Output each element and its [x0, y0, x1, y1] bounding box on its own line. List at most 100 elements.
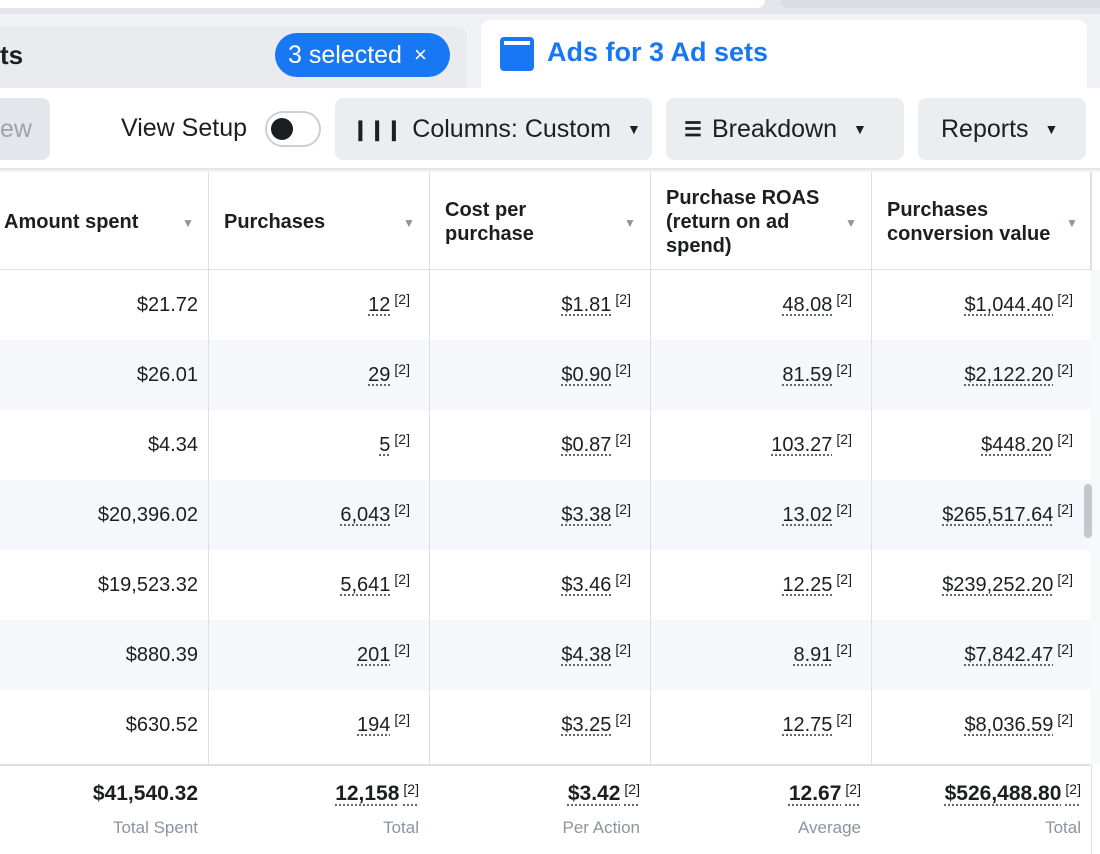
- cell-roas: 103.27 [2]: [651, 410, 852, 480]
- total-label: Per Action: [562, 818, 641, 837]
- sort-caret-icon[interactable]: ▼: [624, 216, 636, 230]
- cell-value[interactable]: $1.81: [561, 293, 612, 316]
- footnote: [2]: [845, 781, 861, 797]
- ad-icon: [500, 37, 534, 71]
- cell-value[interactable]: $7,842.47: [964, 643, 1054, 666]
- scrollbar-track[interactable]: [1090, 270, 1100, 764]
- view-setup-toggle[interactable]: [265, 111, 321, 147]
- cell-value[interactable]: 13.02: [782, 503, 833, 526]
- footnote: [2]: [1057, 291, 1073, 307]
- column-header-conversion-value[interactable]: Purchases conversion value ▼: [872, 172, 1091, 270]
- cell-value[interactable]: 201: [357, 643, 391, 666]
- footnote: [2]: [1057, 571, 1073, 587]
- top-strip: [0, 0, 1100, 14]
- cell-cost-per-purchase: $0.87 [2]: [430, 410, 631, 480]
- cell-roas: 81.59 [2]: [651, 340, 852, 410]
- footnote: [2]: [615, 431, 631, 447]
- column-header-amount-spent[interactable]: Amount spent ▼: [0, 172, 209, 270]
- cell-value[interactable]: 194: [357, 713, 391, 736]
- reports-button[interactable]: Reports ▼: [918, 98, 1086, 160]
- cell-value[interactable]: 29: [368, 363, 391, 386]
- cell-value[interactable]: $265,517.64: [942, 503, 1054, 526]
- cell-value[interactable]: $8,036.59: [964, 713, 1054, 736]
- footnote: [2]: [1065, 781, 1081, 797]
- view-button[interactable]: ew: [0, 98, 50, 160]
- caret-down-icon: ▼: [626, 121, 641, 137]
- cell-cost-per-purchase: $3.25 [2]: [430, 690, 631, 760]
- footnote: [2]: [615, 641, 631, 657]
- scrollbar-thumb[interactable]: [1084, 484, 1092, 538]
- cell-amount-spent: $4.34: [0, 410, 198, 480]
- cell-value[interactable]: 103.27: [771, 433, 833, 456]
- cell-value[interactable]: $0.87: [561, 433, 612, 456]
- cell-value[interactable]: $0.90: [561, 363, 612, 386]
- column-header-cost-per-purchase[interactable]: Cost per purchase ▼: [430, 172, 651, 270]
- footnote: [2]: [394, 711, 410, 727]
- cell-value: $21.72: [136, 293, 198, 316]
- total-value[interactable]: $3.42 [2]: [567, 781, 640, 805]
- cell-amount-spent: $21.72: [0, 270, 198, 340]
- footnote: [2]: [394, 641, 410, 657]
- breakdown-icon: ☰: [684, 118, 702, 141]
- footnote: [2]: [394, 291, 410, 307]
- ads-tab[interactable]: [481, 20, 1087, 94]
- caret-down-icon: ▼: [1044, 121, 1059, 137]
- footnote: [2]: [615, 361, 631, 377]
- sort-caret-icon[interactable]: ▼: [1066, 216, 1078, 230]
- close-icon[interactable]: ×: [413, 42, 427, 67]
- sort-caret-icon[interactable]: ▼: [182, 216, 194, 230]
- cell-value[interactable]: $2,122.20: [964, 363, 1054, 386]
- column-header-purchases[interactable]: Purchases ▼: [209, 172, 430, 270]
- cell-conversion-value: $1,044.40 [2]: [872, 270, 1073, 340]
- cell-value[interactable]: 12.25: [782, 573, 833, 596]
- cell-value[interactable]: $3.25: [561, 713, 612, 736]
- cell-value[interactable]: $1,044.40: [964, 293, 1054, 316]
- columns-icon: ❙❙❙: [352, 118, 403, 141]
- cell-value[interactable]: 48.08: [782, 293, 833, 316]
- breakdown-button-label: Breakdown: [711, 114, 838, 143]
- cell-value[interactable]: 5,641: [340, 573, 391, 596]
- footnote: [2]: [394, 571, 410, 587]
- top-strip-right: [780, 0, 1100, 8]
- cell-value[interactable]: 5: [379, 433, 391, 456]
- column-header-roas[interactable]: Purchase ROAS (return on ad spend) ▼: [651, 172, 872, 270]
- table-row: $26.01 29 [2] $0.90 [2] 81.59 [2] $2,122.20 [2]: [0, 340, 1090, 410]
- top-strip-left: [0, 0, 765, 8]
- sort-caret-icon[interactable]: ▼: [845, 216, 857, 230]
- table-row: $21.72 12 [2] $1.81 [2] 48.08 [2] $1,044.40 [2]: [0, 270, 1090, 340]
- cell-value[interactable]: 81.59: [782, 363, 833, 386]
- selected-chip[interactable]: 3 selected ×: [275, 33, 450, 77]
- sort-caret-icon[interactable]: ▼: [403, 216, 415, 230]
- cell-purchases: 5 [2]: [209, 410, 410, 480]
- total-label: Average: [797, 818, 861, 837]
- cell-value[interactable]: $3.46: [561, 573, 612, 596]
- cell-value[interactable]: $239,252.20: [942, 573, 1054, 596]
- reports-button-label: Reports: [941, 114, 1029, 143]
- totals-row: $41,540.32 Total Spent 12,158 [2] Total $…: [0, 764, 1090, 854]
- cell-amount-spent: $880.39: [0, 620, 198, 690]
- table-row: $19,523.32 5,641 [2] $3.46 [2] 12.25 [2] $239,2…: [0, 550, 1090, 620]
- cell-value[interactable]: 6,043: [340, 503, 391, 526]
- breakdown-button[interactable]: ☰ Breakdown ▼: [666, 98, 904, 160]
- footnote: [2]: [615, 711, 631, 727]
- cell-roas: 48.08 [2]: [651, 270, 852, 340]
- cell-value[interactable]: $448.20: [981, 433, 1054, 456]
- cell-value[interactable]: 12.75: [782, 713, 833, 736]
- cell-cost-per-purchase: $4.38 [2]: [430, 620, 631, 690]
- total-value[interactable]: 12.67 [2]: [788, 781, 861, 805]
- footnote: [2]: [1057, 361, 1073, 377]
- footnote: [2]: [836, 501, 852, 517]
- total-value[interactable]: 12,158 [2]: [335, 781, 419, 805]
- total-cost-per-purchase: $3.42 [2] Per Action: [429, 766, 650, 854]
- cell-value[interactable]: 12: [368, 293, 391, 316]
- cell-value: $20,396.02: [97, 503, 198, 526]
- cell-value[interactable]: $4.38: [561, 643, 612, 666]
- view-setup-label: View Setup: [121, 114, 248, 142]
- footnote: [2]: [836, 711, 852, 727]
- total-value[interactable]: $526,488.80 [2]: [944, 781, 1081, 805]
- cell-value[interactable]: $3.38: [561, 503, 612, 526]
- columns-button[interactable]: ❙❙❙ Columns: Custom ▼: [335, 98, 652, 160]
- cell-conversion-value: $265,517.64 [2]: [872, 480, 1073, 550]
- cell-value[interactable]: 8.91: [793, 643, 833, 666]
- cell-amount-spent: $26.01: [0, 340, 198, 410]
